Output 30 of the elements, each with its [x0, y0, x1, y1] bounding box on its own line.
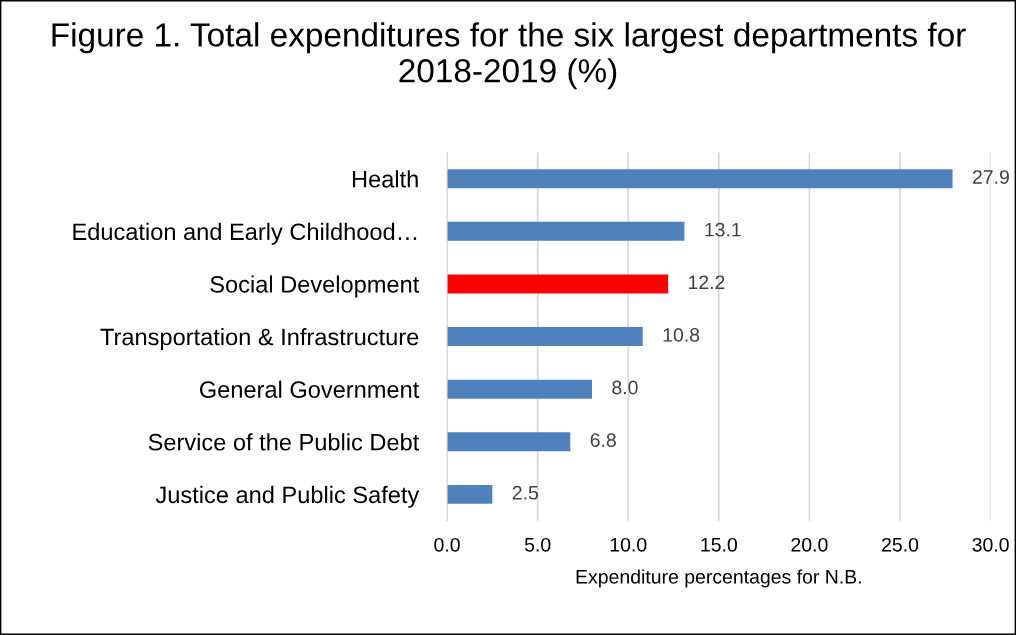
x-tick-label: 15.0	[701, 537, 737, 552]
bar	[447, 484, 493, 504]
x-tick-label: 0.0	[434, 537, 460, 552]
x-tick-label: 20.0	[791, 537, 828, 552]
x-axis-title: Expenditure percentages for N.B.	[576, 569, 861, 588]
y-tick-label: Education and Early Childhood…	[73, 222, 417, 245]
x-tick-label: 25.0	[882, 537, 919, 552]
bar	[447, 432, 571, 452]
bar	[447, 327, 643, 347]
data-label: 10.8	[663, 328, 700, 342]
y-tick-label: General Government	[199, 380, 420, 398]
data-label: 8.0	[612, 380, 638, 395]
data-label: 12.2	[689, 275, 725, 289]
x-tick-label: 10.0	[610, 537, 647, 552]
data-label: 6.8	[590, 433, 616, 447]
y-tick-label: Justice and Public Safety	[155, 485, 420, 508]
x-tick-label: 5.0	[524, 537, 551, 552]
data-label: 13.1	[705, 222, 741, 237]
y-tick-label: Transportation & Infrastructure	[100, 327, 419, 350]
y-tick-label: Service of the Public Debt	[148, 433, 420, 451]
data-label: 2.5	[512, 485, 538, 500]
bar	[447, 169, 953, 189]
bar	[447, 274, 669, 294]
bar	[447, 221, 685, 241]
y-tick-label: Health	[352, 170, 418, 188]
x-tick-label: 30.0	[972, 537, 1009, 552]
bar	[447, 379, 592, 399]
data-label: 27.9	[972, 170, 1009, 184]
chart-title: Figure 1. Total expenditures for the six largest departments for 2018-2019 (%)	[52, 22, 966, 90]
y-tick-label: Social Development	[210, 275, 420, 298]
